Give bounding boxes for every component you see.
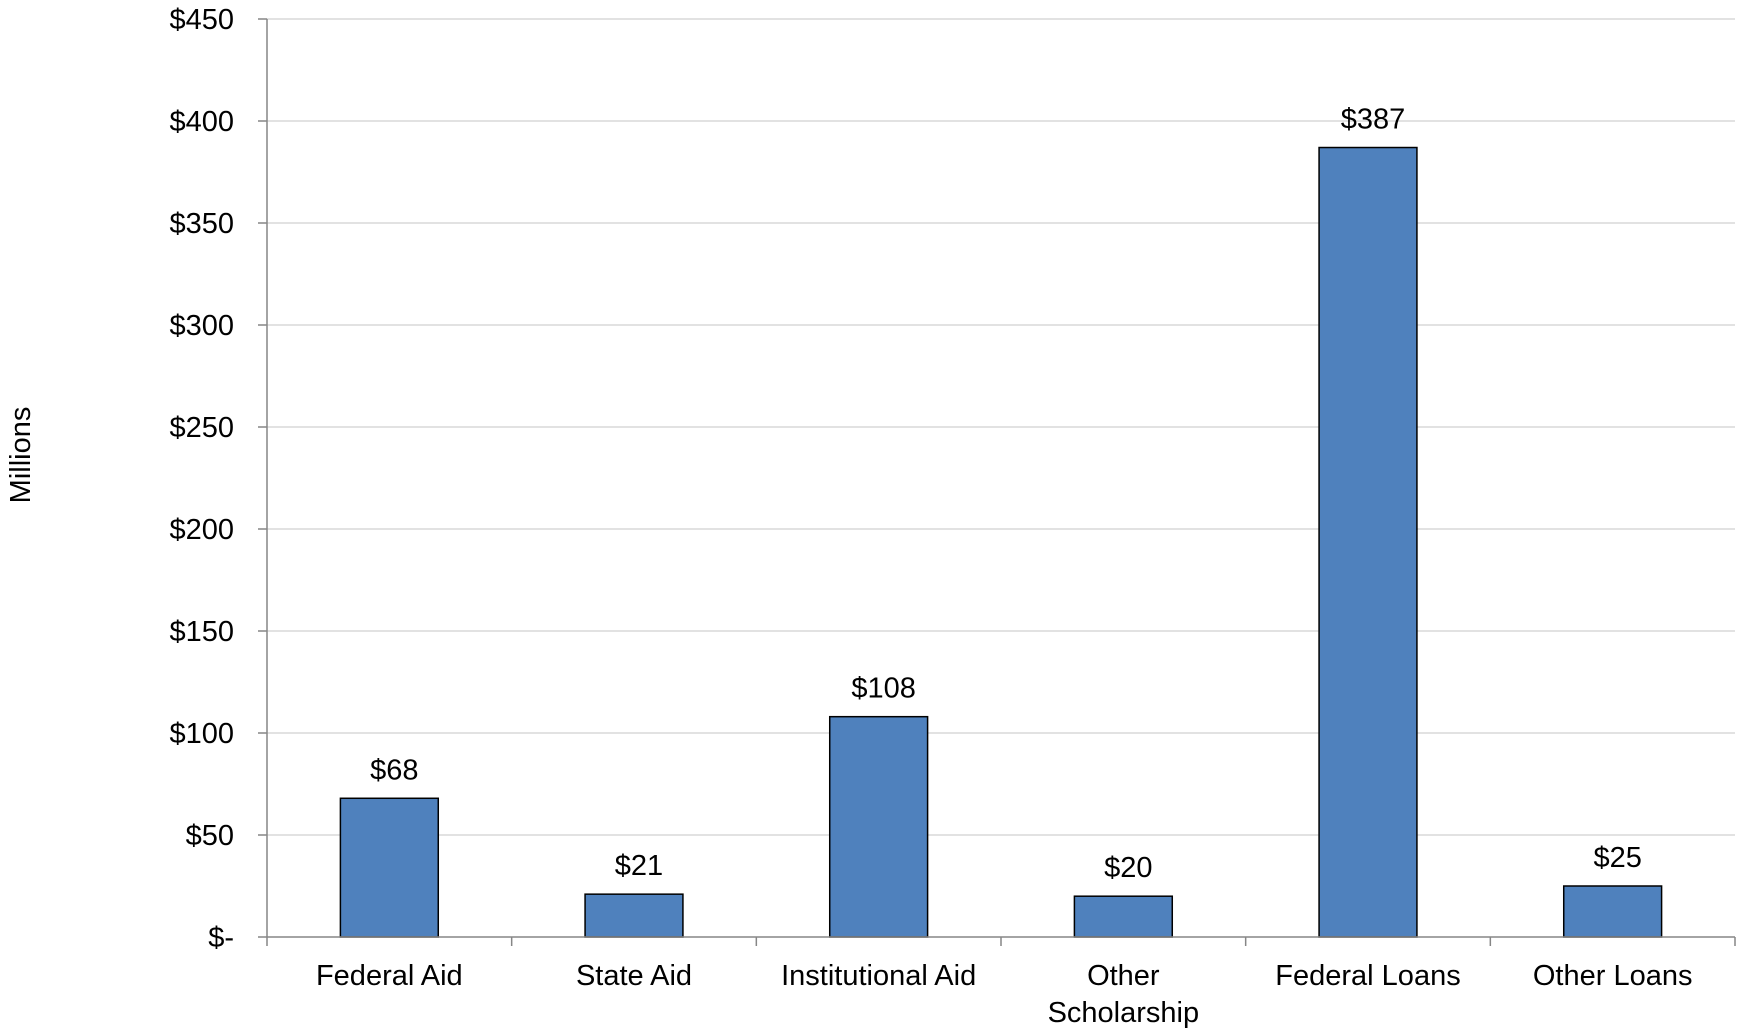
y-tick-label: $450	[169, 4, 234, 36]
y-tick-label: $250	[169, 412, 234, 444]
x-category-label: Scholarship	[1048, 997, 1200, 1029]
x-category-label: Institutional Aid	[781, 960, 976, 992]
bar-federal-aid	[339, 797, 440, 938]
x-category-label: Other Loans	[1533, 960, 1693, 992]
gridlines	[267, 18, 1735, 836]
bar-federal-loans	[1318, 146, 1418, 938]
data-label: $21	[615, 850, 663, 882]
y-tick-label: $150	[169, 616, 234, 648]
x-category-label: Federal Aid	[316, 960, 463, 992]
y-tick-label: $400	[169, 106, 234, 138]
y-tick-label: $100	[169, 718, 234, 750]
x-category-label: Federal Loans	[1275, 960, 1460, 992]
data-label: $68	[370, 754, 418, 786]
axes	[258, 18, 1736, 946]
x-category-label: State Aid	[576, 960, 692, 992]
bar-other-loans	[1562, 885, 1663, 938]
x-category-label: Other	[1087, 960, 1160, 992]
labels: $- $50 $100 $150 $200 $250 $300 $350 $400 $450 $68…	[169, 4, 1692, 1029]
y-tick-label: $50	[186, 820, 234, 852]
data-label: $20	[1104, 852, 1152, 884]
y-tick-label: $350	[169, 208, 234, 240]
data-label: $108	[851, 673, 916, 705]
y-tick-label: $200	[169, 514, 234, 546]
bar-other-scholarship	[1073, 895, 1174, 938]
y-tick-label: $300	[169, 310, 234, 342]
bars	[339, 146, 1663, 938]
y-tick-label: $-	[208, 922, 234, 954]
data-label: $25	[1593, 842, 1641, 874]
bar-institutional-aid	[828, 715, 929, 938]
bar-state-aid	[584, 893, 684, 938]
data-label: $387	[1341, 104, 1406, 136]
y-axis-title: Millions	[5, 407, 37, 504]
